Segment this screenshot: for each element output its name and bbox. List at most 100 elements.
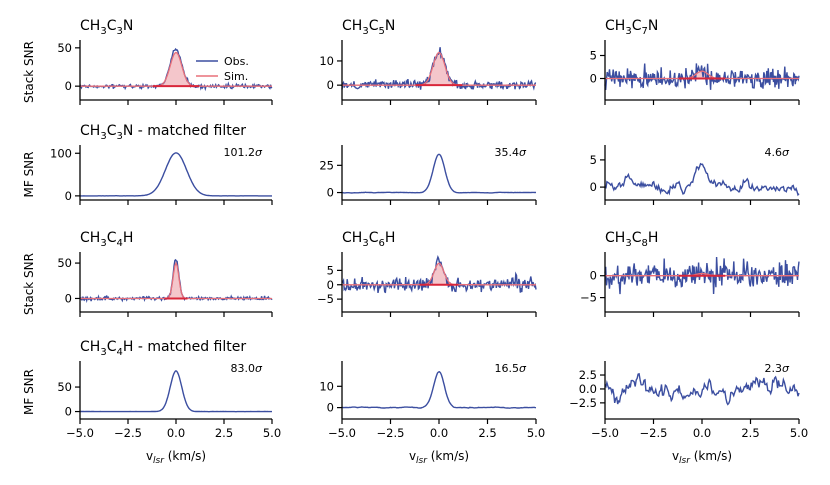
panel-p12: 0 5 4.6σ [590, 145, 800, 205]
obs-line-p30 [80, 370, 272, 413]
obs-line-p11 [341, 153, 537, 194]
title-part: CH [80, 339, 100, 355]
xlabel-sub: lsr [416, 456, 428, 466]
sim-fill-p21 [419, 263, 459, 285]
title-part: C [107, 123, 117, 139]
obs-line-p21 [341, 254, 537, 294]
ytick-label-p01-0: 0 [327, 78, 334, 92]
ytick-label-p00-1: 50 [57, 41, 72, 55]
title-part: 3 [625, 238, 631, 249]
title-part: 7 [641, 26, 647, 37]
ylabel-p30: MF SNR [22, 369, 36, 415]
sigma-label-p31: 16.5σ [495, 362, 528, 375]
title-part: N [648, 18, 658, 34]
sim-line-p20 [80, 261, 272, 300]
panel-title-p01: CH3C5N [342, 18, 395, 37]
title-part: 4 [116, 347, 122, 358]
title-part: 5 [378, 26, 384, 37]
panel-title-p02: CH3C7N [605, 18, 658, 37]
sigma-value: 83.0 [231, 362, 256, 375]
ytick-label-p01-1: 10 [319, 54, 334, 68]
ytick-label-p02-0: 0 [590, 72, 597, 86]
sigma-symbol: σ [782, 146, 790, 159]
xtick-label-p30-0: −5.0 [66, 426, 94, 440]
obs-line-p12 [605, 162, 800, 197]
title-part: H - matched filter [123, 339, 247, 355]
xlabel-col-1: vlsr (km/s) [409, 449, 469, 466]
sim-fill-p02 [678, 71, 726, 79]
sigma-symbol: σ [782, 362, 790, 375]
title-part: C [107, 339, 117, 355]
xlabel-main: v [409, 449, 416, 463]
xlabel-units: (km/s) [427, 449, 469, 463]
title-part: N - matched filter [123, 123, 246, 139]
sigma-label-p11: 35.4σ [495, 146, 528, 159]
legend-label-1: Sim. [224, 70, 248, 83]
sigma-label-p10: 101.2σ [224, 146, 264, 159]
xlabel-main: v [146, 449, 153, 463]
obs-line-p22 [604, 256, 800, 295]
panel-title-p10: CH3C3N - matched filter [80, 123, 246, 142]
ytick-label-p31-0: 0 [327, 401, 334, 415]
ylabel-p00: Stack SNR [22, 41, 36, 103]
xlabel-col-0: vlsr (km/s) [146, 449, 206, 466]
xlabel-sub: lsr [679, 456, 691, 466]
sigma-label-p30: 83.0σ [231, 362, 264, 375]
xtick-label-p31-0: −5.0 [328, 426, 356, 440]
sim-line-p02 [605, 70, 799, 80]
title-part: CH [342, 230, 362, 246]
title-part: C [369, 18, 379, 34]
ytick-label-p22-0: −5 [580, 291, 597, 305]
title-part: 3 [116, 26, 122, 37]
title-part: 3 [625, 26, 631, 37]
title-part: C [107, 230, 117, 246]
panel-p22: −5 0 CH3C8H [580, 230, 800, 317]
title-part: 3 [100, 131, 106, 142]
sim-line-p21 [342, 262, 536, 286]
panel-title-p21: CH3C6H [342, 230, 395, 249]
sigma-value: 101.2 [224, 146, 256, 159]
title-part: H [123, 230, 134, 246]
ytick-label-p11-1: 25 [319, 158, 334, 172]
ytick-label-p22-1: 0 [590, 269, 597, 283]
title-part: 3 [100, 26, 106, 37]
xtick-label-p30-1: −2.5 [114, 426, 142, 440]
panel-title-p30: CH3C4H - matched filter [80, 339, 246, 358]
ytick-label-p21-1: 0 [327, 278, 334, 292]
title-part: CH [80, 123, 100, 139]
title-part: N [385, 18, 395, 34]
legend: Obs. Sim. [196, 55, 249, 83]
title-part: CH [80, 18, 100, 34]
title-part: H [385, 230, 396, 246]
sigma-label-p12: 4.6σ [765, 146, 791, 159]
xlabel-col-2: vlsr (km/s) [672, 449, 732, 466]
title-part: CH [80, 230, 100, 246]
sigma-value: 2.3 [765, 362, 783, 375]
ytick-label-p20-0: 0 [65, 291, 72, 305]
title-part: H [648, 230, 659, 246]
sigma-symbol: σ [519, 362, 527, 375]
ytick-label-p12-1: 5 [590, 153, 597, 167]
ytick-label-p10-1: 100 [50, 146, 72, 160]
sim-fill-p00 [153, 52, 199, 87]
sim-line-p22 [605, 272, 799, 277]
ytick-label-p30-0: 0 [65, 405, 72, 419]
xtick-label-p30-4: 5.0 [263, 426, 281, 440]
obs-line-p31 [341, 371, 537, 409]
ytick-label-p21-2: 5 [327, 263, 334, 277]
panel-title-p00: CH3C3N [80, 18, 133, 37]
xtick-label-p30-2: 0.0 [167, 426, 185, 440]
title-part: 8 [641, 238, 647, 249]
xtick-label-p32-1: −2.5 [640, 426, 668, 440]
panel-p02: 0 5 CH3C7N [590, 18, 800, 105]
sigma-symbol: σ [255, 362, 263, 375]
xtick-label-p32-0: −5.0 [591, 426, 619, 440]
xlabel-sub: lsr [153, 456, 165, 466]
title-part: CH [605, 230, 625, 246]
sigma-symbol: σ [519, 146, 527, 159]
sim-fill-p01 [415, 52, 463, 86]
sim-fill-p20 [164, 263, 188, 299]
sigma-label-p32: 2.3σ [765, 362, 791, 375]
